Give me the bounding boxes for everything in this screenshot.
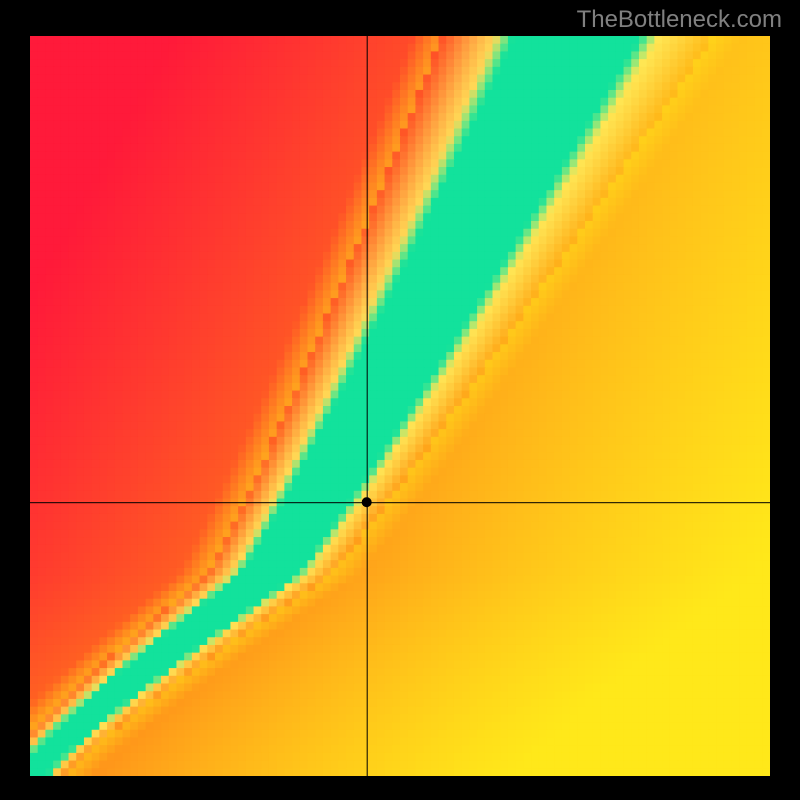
bottleneck-heatmap	[30, 36, 770, 776]
watermark-text: TheBottleneck.com	[577, 6, 782, 34]
chart-container: { "watermark": { "text": "TheBottleneck.…	[0, 0, 800, 800]
